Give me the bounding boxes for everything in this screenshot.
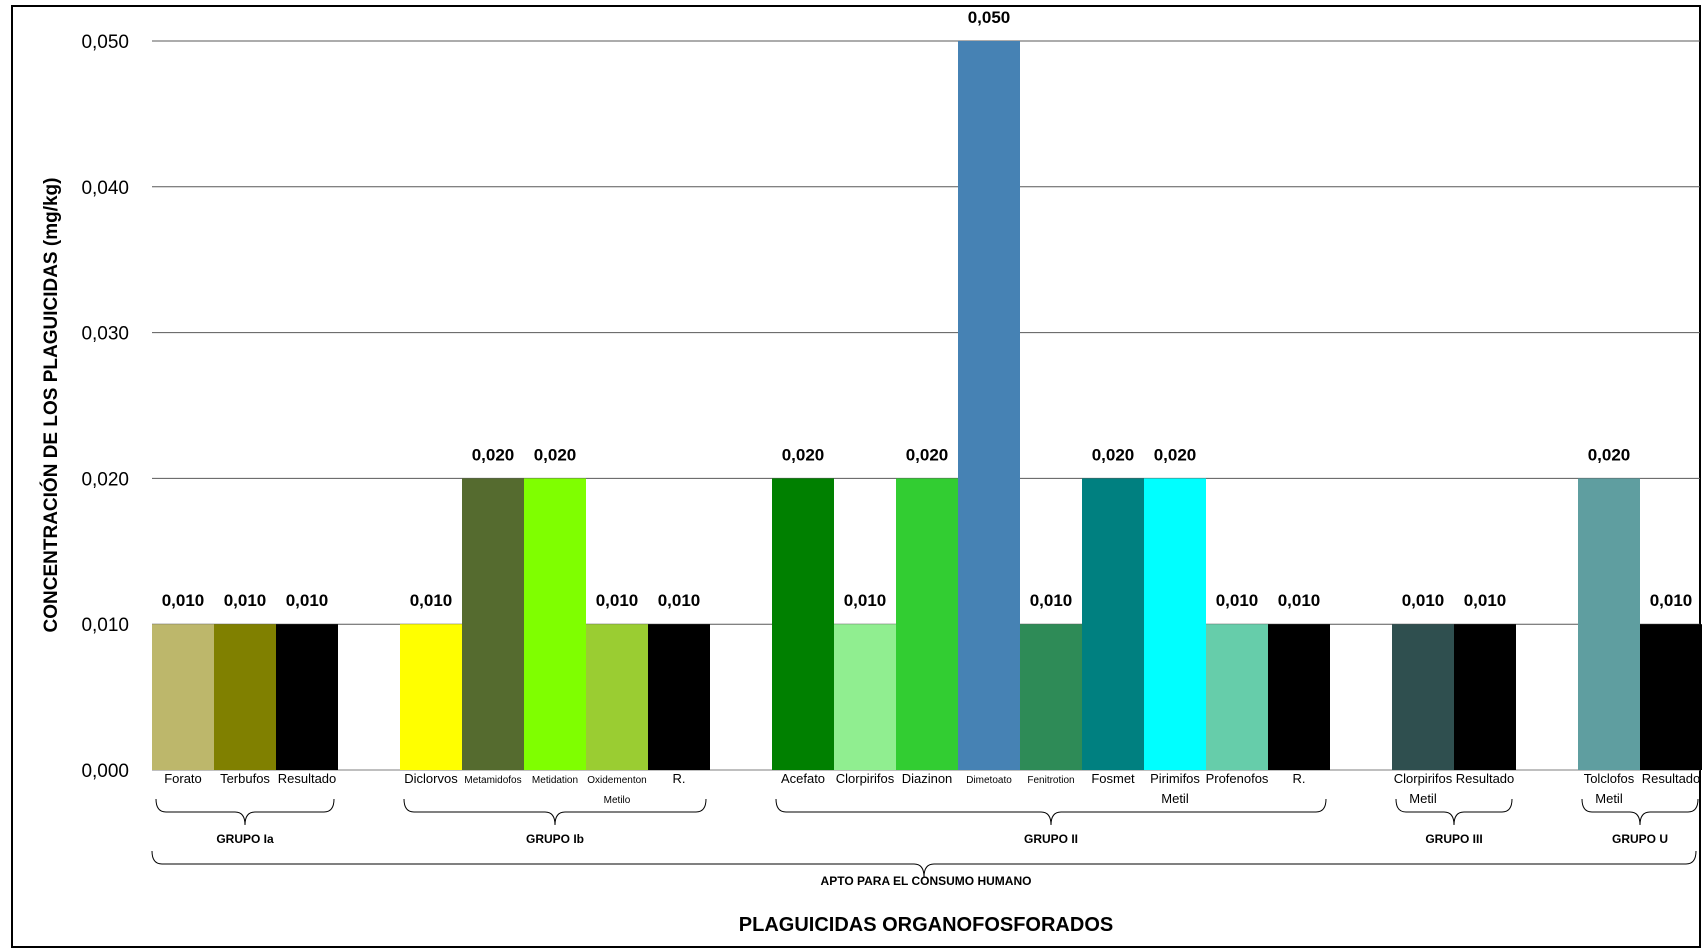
data-label: 0,020 (472, 445, 515, 464)
category-label: Metidation (532, 775, 578, 786)
bar (586, 624, 648, 770)
category-label: Acefato (781, 771, 825, 786)
group-label: GRUPO II (1024, 832, 1078, 846)
category-label: Diclorvos (404, 771, 458, 786)
group-label: GRUPO U (1612, 832, 1668, 846)
y-axis-title: CONCENTRACIÓN DE LOS PLAGUICIDAS (mg/kg) (40, 178, 62, 633)
bar (1020, 624, 1082, 770)
category-label: Metilo (604, 795, 631, 806)
category-label: Oxidementon (587, 775, 646, 786)
data-label: 0,010 (1464, 591, 1507, 610)
bar (214, 624, 276, 770)
bar (276, 624, 338, 770)
bar (1392, 624, 1454, 770)
data-label: 0,020 (1588, 445, 1631, 464)
data-label: 0,020 (906, 445, 949, 464)
category-label: Pirimifos (1150, 771, 1200, 786)
bar (1268, 624, 1330, 770)
bar (1144, 478, 1206, 770)
bar (1640, 624, 1702, 770)
group-label: GRUPO Ib (526, 832, 584, 846)
y-tick-label: 0,050 (81, 32, 129, 53)
category-label: Tolclofos (1584, 771, 1635, 786)
bar (524, 478, 586, 770)
data-label: 0,010 (844, 591, 887, 610)
group-brace (155, 798, 335, 826)
category-label: Metil (1161, 791, 1189, 806)
data-label: 0,020 (1154, 445, 1197, 464)
y-tick-label: 0,030 (81, 324, 129, 345)
data-label: 0,020 (534, 445, 577, 464)
bar (400, 624, 462, 770)
bar (1082, 478, 1144, 770)
category-label: Forato (164, 771, 202, 786)
y-tick-label: 0,040 (81, 178, 129, 199)
category-label: Fosmet (1091, 771, 1135, 786)
data-label: 0,010 (286, 591, 329, 610)
category-label: Clorpirifos (836, 771, 895, 786)
chart-frame (11, 5, 1701, 948)
bar (1206, 624, 1268, 770)
category-label: Resultado (278, 771, 337, 786)
category-label: Dimetoato (966, 775, 1012, 786)
category-label: Clorpirifos (1394, 771, 1453, 786)
data-label: 0,020 (1092, 445, 1135, 464)
category-label: Resultado (1456, 771, 1515, 786)
category-label: Resultado (1642, 771, 1701, 786)
overall-group-label: APTO PARA EL CONSUMO HUMANO (821, 874, 1032, 888)
y-tick-label: 0,000 (81, 761, 129, 782)
data-label: 0,050 (968, 8, 1011, 27)
bar (1454, 624, 1516, 770)
data-label: 0,010 (658, 591, 701, 610)
bar (772, 478, 834, 770)
category-label: Terbufos (220, 771, 270, 786)
group-brace (1395, 798, 1513, 826)
bar (648, 624, 710, 770)
group-brace (403, 798, 707, 826)
bar (896, 478, 958, 770)
category-label: Metamidofos (464, 775, 521, 786)
data-label: 0,010 (224, 591, 267, 610)
category-label: R. (673, 771, 686, 786)
bar (462, 478, 524, 770)
category-label: Profenofos (1206, 771, 1269, 786)
category-label: Fenitrotion (1027, 775, 1074, 786)
data-label: 0,010 (1402, 591, 1445, 610)
bar (1578, 478, 1640, 770)
data-label: 0,010 (162, 591, 205, 610)
data-label: 0,010 (596, 591, 639, 610)
y-tick-label: 0,020 (81, 469, 129, 490)
bar (834, 624, 896, 770)
category-label: R. (1293, 771, 1306, 786)
x-axis-title: PLAGUICIDAS ORGANOFOSFORADOS (739, 914, 1113, 936)
category-label: Metil (1595, 791, 1623, 806)
group-brace (1581, 798, 1699, 826)
group-label: GRUPO Ia (216, 832, 274, 846)
data-label: 0,010 (1278, 591, 1321, 610)
data-label: 0,020 (782, 445, 825, 464)
category-label: Diazinon (902, 771, 953, 786)
data-label: 0,010 (1650, 591, 1693, 610)
bar (152, 624, 214, 770)
overall-brace (151, 850, 1697, 878)
group-brace (775, 798, 1327, 826)
data-label: 0,010 (1216, 591, 1259, 610)
data-label: 0,010 (410, 591, 453, 610)
category-label: Metil (1409, 791, 1437, 806)
y-tick-label: 0,010 (81, 615, 129, 636)
group-label: GRUPO III (1425, 832, 1482, 846)
bar (958, 41, 1020, 770)
data-label: 0,010 (1030, 591, 1073, 610)
